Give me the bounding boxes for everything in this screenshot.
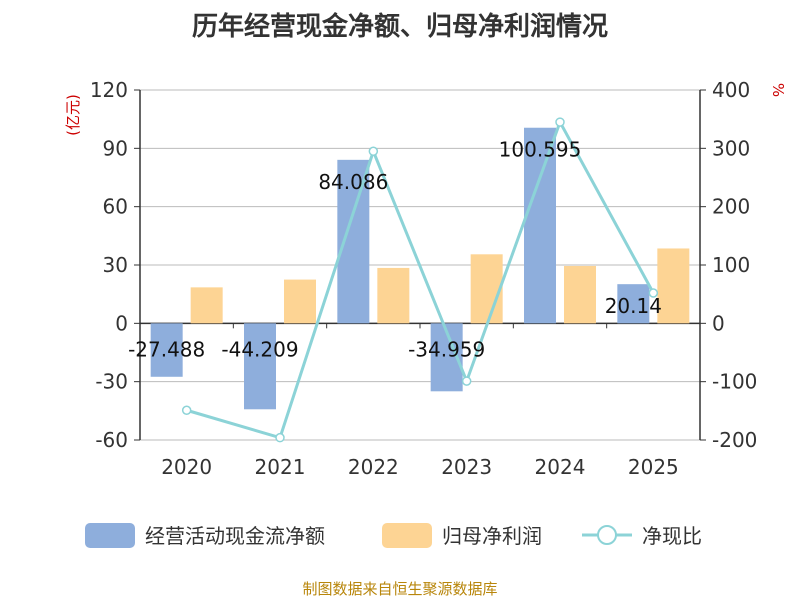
cashflow-data-label: -27.488 <box>128 337 205 361</box>
ratio-point <box>368 146 379 156</box>
cashflow-data-label: 20.14 <box>605 294 662 318</box>
right-axis-tick-label: 300 <box>712 136 750 160</box>
left-axis-tick-label: 0 <box>115 311 128 335</box>
left-axis-tick-label: 30 <box>103 253 128 277</box>
cashflow-bar <box>150 323 183 377</box>
cashflow-data-label: 100.595 <box>499 138 582 162</box>
ratio-line <box>186 118 655 440</box>
left-axis-tick-label: 120 <box>90 78 128 102</box>
right-axis-tick-label: -100 <box>712 370 757 394</box>
cashflow-data-label: 84.086 <box>318 170 388 194</box>
profit-bar <box>564 265 596 324</box>
cashflow-data-label: -34.959 <box>408 337 485 361</box>
cashflow-bar <box>617 284 650 324</box>
legend-label-profit: 归母净利润 <box>442 524 542 548</box>
profit-bar <box>377 267 410 324</box>
ratio-point <box>181 405 192 415</box>
x-axis-tick-label: 2021 <box>255 455 306 479</box>
x-axis-tick-label: 2022 <box>348 455 399 479</box>
profit-bar <box>657 248 690 324</box>
ratio-point <box>648 288 659 298</box>
cashflow-bar <box>524 127 556 324</box>
right-axis-tick-label: 200 <box>712 195 750 219</box>
right-axis-unit: % <box>769 83 787 97</box>
right-axis-tick-label: 400 <box>712 78 750 102</box>
right-axis-tick-label: 100 <box>712 253 750 277</box>
legend-label-ratio: 净现比 <box>642 524 702 548</box>
cashflow-data-label: -44.209 <box>221 337 298 361</box>
legend-swatch-cashflow <box>85 523 135 548</box>
ratio-point <box>275 432 285 443</box>
x-axis-tick-label: 2023 <box>441 455 492 479</box>
right-axis-tick-label: -200 <box>712 428 757 452</box>
profit-bar <box>190 287 223 324</box>
x-axis-tick-label: 2025 <box>628 455 679 479</box>
ratio-point <box>555 117 565 127</box>
left-axis-tick-label: -30 <box>95 370 128 394</box>
right-axis-tick-label: 0 <box>712 311 725 335</box>
x-axis-tick-label: 2024 <box>535 455 586 479</box>
left-axis-tick-label: 60 <box>103 195 128 219</box>
x-axis-tick-label: 2020 <box>161 455 212 479</box>
source-note: 制图数据来自恒生聚源数据库 <box>302 580 498 598</box>
chart-title: 历年经营现金净额、归母净利润情况 <box>191 12 608 42</box>
cashflow-bar <box>244 323 276 410</box>
legend-marker-ratio <box>597 525 617 545</box>
profit-bar <box>284 279 316 324</box>
legend-label-cashflow: 经营活动现金流净额 <box>145 524 325 548</box>
left-axis-tick-label: 90 <box>103 136 128 160</box>
ratio-point <box>461 376 472 386</box>
left-axis-unit: (亿元) <box>64 94 82 136</box>
legend-swatch-profit <box>382 523 432 548</box>
left-axis-tick-label: -60 <box>95 428 128 452</box>
profit-bar <box>470 254 503 324</box>
